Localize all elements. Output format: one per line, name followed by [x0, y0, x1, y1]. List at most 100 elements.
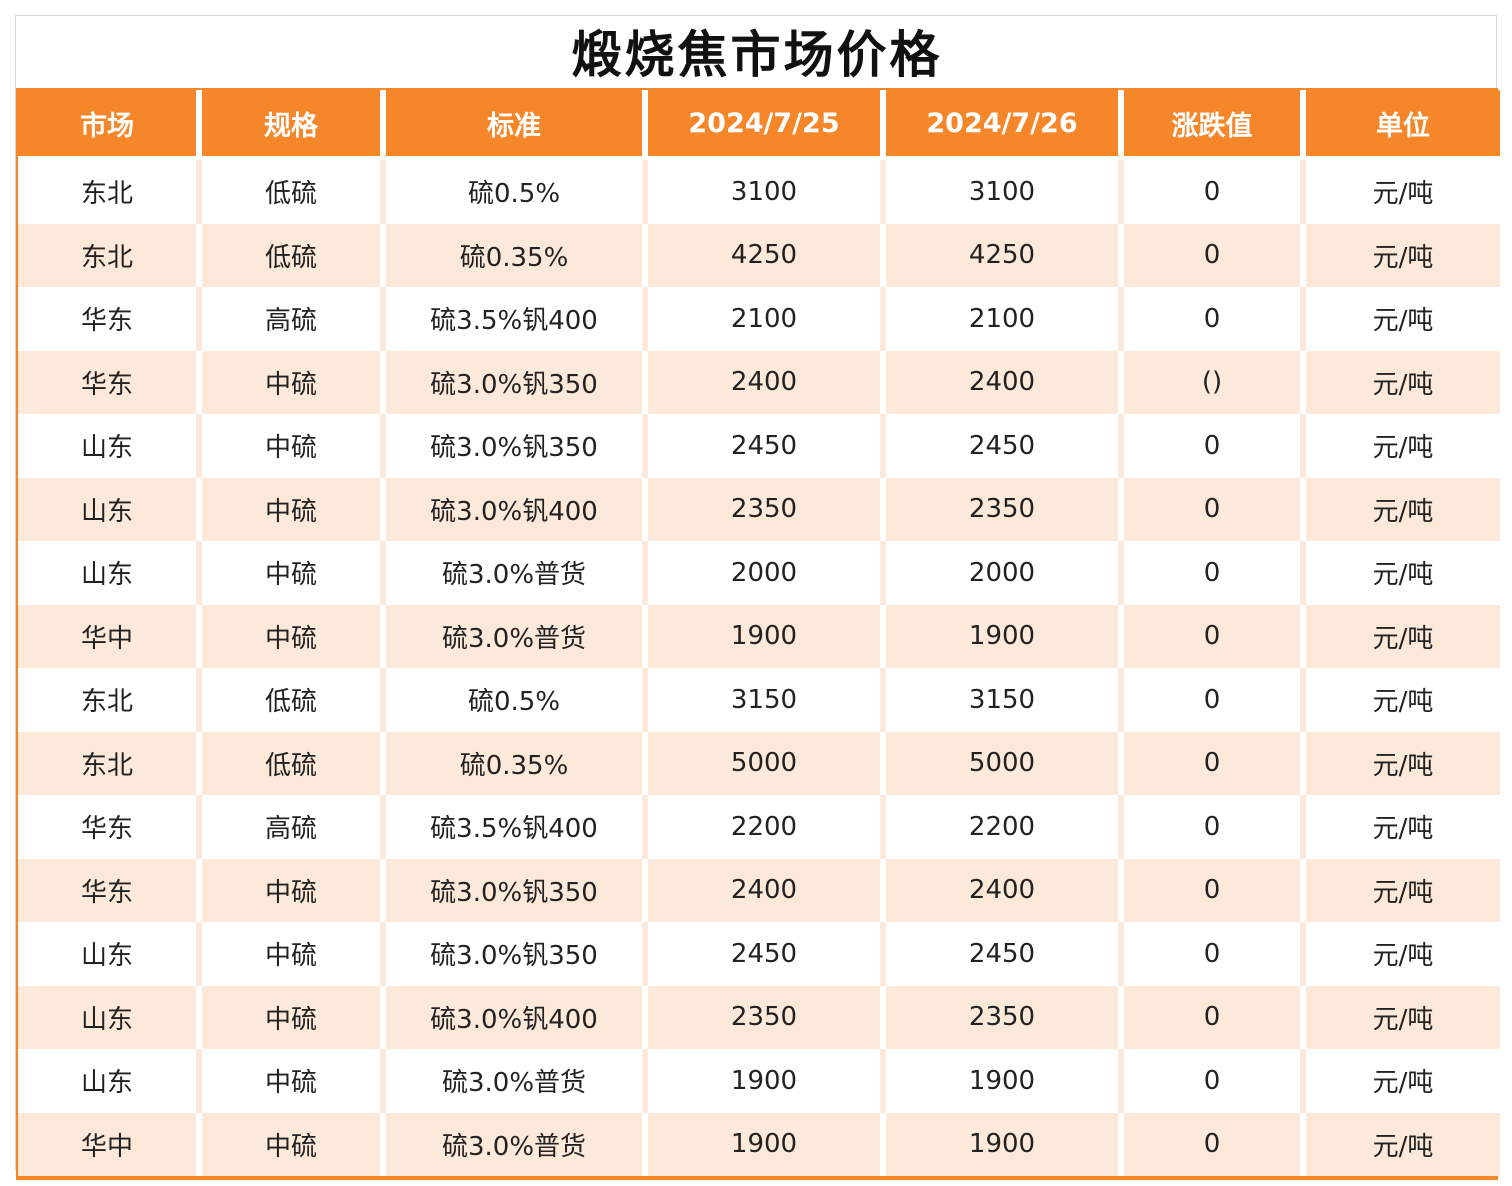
cell-price-2: 2350 — [886, 477, 1124, 541]
page-title: 煅烧焦市场价格 — [571, 26, 943, 84]
cell-change: 0 — [1124, 922, 1306, 986]
cell-standard: 硫0.5% — [386, 160, 648, 224]
cell-change: 0 — [1124, 541, 1306, 605]
cell-spec: 中硫 — [202, 350, 386, 414]
cell-standard: 硫3.0%普货 — [386, 1049, 648, 1113]
cell-market: 华中 — [18, 1112, 202, 1176]
cell-change: 0 — [1124, 795, 1306, 859]
cell-price-2: 2400 — [886, 350, 1124, 414]
cell-spec: 中硫 — [202, 414, 386, 478]
cell-price-2: 1900 — [886, 604, 1124, 668]
cell-price-1: 2350 — [648, 477, 886, 541]
cell-market: 山东 — [18, 1049, 202, 1113]
cell-standard: 硫3.0%普货 — [386, 604, 648, 668]
cell-unit: 元/吨 — [1306, 414, 1500, 478]
cell-unit: 元/吨 — [1306, 477, 1500, 541]
cell-market: 山东 — [18, 477, 202, 541]
cell-price-1: 2000 — [648, 541, 886, 605]
cell-standard: 硫3.0%钒400 — [386, 477, 648, 541]
cell-price-2: 3100 — [886, 160, 1124, 224]
cell-spec: 中硫 — [202, 604, 386, 668]
cell-unit: 元/吨 — [1306, 668, 1500, 732]
header-date-1: 2024/7/25 — [648, 90, 886, 160]
cell-standard: 硫0.5% — [386, 668, 648, 732]
header-standard: 标准 — [386, 90, 648, 160]
cell-price-2: 2450 — [886, 922, 1124, 986]
cell-price-2: 2350 — [886, 985, 1124, 1049]
cell-spec: 中硫 — [202, 922, 386, 986]
cell-standard: 硫3.0%钒350 — [386, 922, 648, 986]
cell-price-1: 2200 — [648, 795, 886, 859]
cell-market: 山东 — [18, 414, 202, 478]
cell-price-1: 2450 — [648, 414, 886, 478]
cell-change: 0 — [1124, 477, 1306, 541]
cell-market: 东北 — [18, 223, 202, 287]
cell-standard: 硫3.0%钒400 — [386, 985, 648, 1049]
cell-unit: 元/吨 — [1306, 795, 1500, 859]
cell-standard: 硫3.0%钒350 — [386, 350, 648, 414]
cell-standard: 硫3.0%普货 — [386, 541, 648, 605]
cell-market: 山东 — [18, 922, 202, 986]
price-table-card: 煅烧焦市场价格 市场 规格 标准 2024/7/25 2024/7/26 涨跌值 单位 东北低… — [15, 15, 1500, 1180]
cell-price-1: 1900 — [648, 604, 886, 668]
header-spec: 规格 — [202, 90, 386, 160]
cell-spec: 高硫 — [202, 287, 386, 351]
cell-spec: 中硫 — [202, 477, 386, 541]
cell-price-2: 2400 — [886, 858, 1124, 922]
cell-spec: 低硫 — [202, 731, 386, 795]
cell-price-2: 2100 — [886, 287, 1124, 351]
cell-price-1: 2100 — [648, 287, 886, 351]
cell-market: 华东 — [18, 350, 202, 414]
cell-price-2: 1900 — [886, 1049, 1124, 1113]
cell-price-1: 1900 — [648, 1049, 886, 1113]
cell-change: 0 — [1124, 731, 1306, 795]
cell-spec: 中硫 — [202, 858, 386, 922]
cell-price-1: 2400 — [648, 858, 886, 922]
cell-change: 0 — [1124, 668, 1306, 732]
cell-market: 华东 — [18, 287, 202, 351]
cell-price-2: 5000 — [886, 731, 1124, 795]
cell-spec: 中硫 — [202, 541, 386, 605]
cell-standard: 硫3.0%钒350 — [386, 858, 648, 922]
cell-change: 0 — [1124, 985, 1306, 1049]
cell-unit: 元/吨 — [1306, 541, 1500, 605]
cell-spec: 低硫 — [202, 160, 386, 224]
cell-price-1: 1900 — [648, 1112, 886, 1176]
cell-spec: 低硫 — [202, 223, 386, 287]
cell-standard: 硫3.5%钒400 — [386, 795, 648, 859]
cell-standard: 硫3.0%钒350 — [386, 414, 648, 478]
cell-change: 0 — [1124, 287, 1306, 351]
cell-spec: 中硫 — [202, 985, 386, 1049]
header-change: 涨跌值 — [1124, 90, 1306, 160]
cell-unit: 元/吨 — [1306, 922, 1500, 986]
cell-unit: 元/吨 — [1306, 604, 1500, 668]
cell-price-2: 2000 — [886, 541, 1124, 605]
cell-unit: 元/吨 — [1306, 1112, 1500, 1176]
cell-change: () — [1124, 350, 1306, 414]
cell-price-1: 4250 — [648, 223, 886, 287]
cell-market: 东北 — [18, 668, 202, 732]
cell-unit: 元/吨 — [1306, 287, 1500, 351]
cell-change: 0 — [1124, 223, 1306, 287]
cell-market: 华中 — [18, 604, 202, 668]
cell-change: 0 — [1124, 414, 1306, 478]
cell-standard: 硫3.0%普货 — [386, 1112, 648, 1176]
price-table: 市场 规格 标准 2024/7/25 2024/7/26 涨跌值 单位 东北 低硫 硫0.5% 31… — [16, 88, 1500, 1180]
cell-unit: 元/吨 — [1306, 160, 1500, 224]
cell-change: 0 — [1124, 604, 1306, 668]
cell-price-2: 2450 — [886, 414, 1124, 478]
cell-price-1: 5000 — [648, 731, 886, 795]
cell-spec: 低硫 — [202, 668, 386, 732]
cell-price-1: 2450 — [648, 922, 886, 986]
cell-standard: 硫3.5%钒400 — [386, 287, 648, 351]
cell-market: 华东 — [18, 795, 202, 859]
cell-standard: 硫0.35% — [386, 223, 648, 287]
cell-price-1: 3150 — [648, 668, 886, 732]
cell-spec: 高硫 — [202, 795, 386, 859]
cell-price-1: 2400 — [648, 350, 886, 414]
cell-change: 0 — [1124, 1049, 1306, 1113]
header-market: 市场 — [18, 90, 202, 160]
cell-price-2: 3150 — [886, 668, 1124, 732]
cell-unit: 元/吨 — [1306, 731, 1500, 795]
cell-change: 0 — [1124, 1112, 1306, 1176]
